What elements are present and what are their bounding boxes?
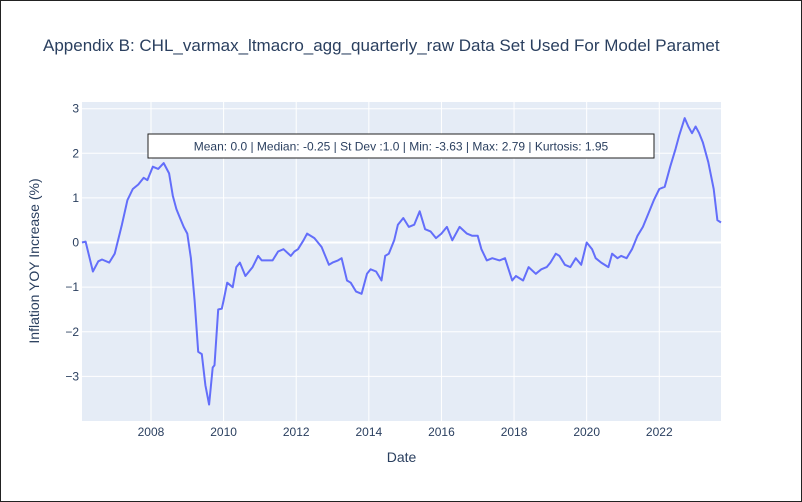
- y-tick-label: 0: [72, 236, 79, 250]
- x-tick-label: 2014: [355, 425, 382, 439]
- stats-annotation-box: [147, 133, 655, 159]
- x-tick-label: 2018: [501, 425, 528, 439]
- stats-annotation: Mean: 0.0 | Median: -0.25 | St Dev :1.0 …: [147, 133, 655, 159]
- x-axis-ticks: 2008 2010 2012 2014 2016 2018 2020 2022: [138, 425, 673, 439]
- y-tick-label: −1: [65, 280, 79, 294]
- x-tick-label: 2010: [210, 425, 237, 439]
- y-tick-label: −3: [65, 369, 79, 383]
- x-axis-title: Date: [387, 449, 417, 465]
- stats-annotation-text: Mean: 0.0 | Median: -0.25 | St Dev :1.0 …: [194, 140, 609, 154]
- y-tick-label: 2: [72, 146, 79, 160]
- x-tick-label: 2022: [646, 425, 673, 439]
- y-tick-label: −2: [65, 325, 79, 339]
- y-axis-ticks: −3 −2 −1 0 1 2 3: [65, 102, 79, 384]
- x-tick-label: 2012: [283, 425, 310, 439]
- y-tick-label: 3: [72, 102, 79, 116]
- y-axis-title: Inflation YOY Increase (%): [26, 178, 42, 343]
- inflation-series-line[interactable]: [81, 117, 722, 406]
- series-group: [81, 117, 722, 406]
- x-tick-label: 2020: [573, 425, 600, 439]
- x-tick-label: 2016: [428, 425, 455, 439]
- chart-title: Appendix B: CHL_varmax_ltmacro_agg_quart…: [43, 36, 720, 55]
- x-tick-label: 2008: [138, 425, 165, 439]
- y-tick-label: 1: [72, 191, 79, 205]
